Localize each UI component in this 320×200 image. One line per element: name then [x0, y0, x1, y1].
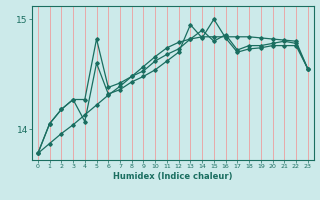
X-axis label: Humidex (Indice chaleur): Humidex (Indice chaleur) — [113, 172, 233, 181]
